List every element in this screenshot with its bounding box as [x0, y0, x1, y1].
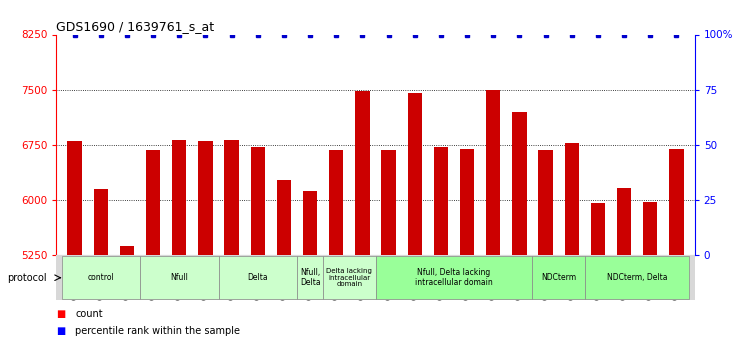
Bar — [408, 93, 422, 345]
Bar — [669, 149, 683, 345]
Text: NDCterm: NDCterm — [541, 273, 576, 282]
Text: NDCterm, Delta: NDCterm, Delta — [607, 273, 668, 282]
Bar — [585, 256, 689, 299]
Text: Nfull, Delta lacking
intracellular domain: Nfull, Delta lacking intracellular domai… — [415, 268, 493, 287]
Text: Nfull: Nfull — [170, 273, 189, 282]
Text: count: count — [75, 309, 103, 319]
Bar — [276, 180, 291, 345]
Bar — [62, 256, 140, 299]
Bar — [225, 140, 239, 345]
Bar — [329, 150, 343, 345]
Bar — [198, 141, 213, 345]
Bar — [486, 90, 500, 345]
Bar — [251, 147, 265, 345]
Bar — [219, 256, 297, 299]
Text: percentile rank within the sample: percentile rank within the sample — [75, 326, 240, 336]
Bar — [355, 91, 369, 345]
Bar — [434, 147, 448, 345]
Bar — [172, 140, 186, 345]
Bar — [591, 203, 605, 345]
Bar — [460, 149, 475, 345]
Bar — [382, 150, 396, 345]
Bar — [643, 202, 657, 345]
Bar — [303, 190, 317, 345]
Bar — [532, 256, 585, 299]
Text: Nfull,
Delta: Nfull, Delta — [300, 268, 321, 287]
Bar — [617, 188, 632, 345]
Bar — [94, 189, 108, 345]
Bar — [146, 150, 160, 345]
Text: control: control — [87, 273, 114, 282]
Text: Delta lacking
intracellular
domain: Delta lacking intracellular domain — [327, 268, 372, 287]
Bar — [140, 256, 219, 299]
Text: ■: ■ — [56, 309, 65, 319]
Text: ■: ■ — [56, 326, 65, 336]
Bar — [538, 150, 553, 345]
Bar — [297, 256, 323, 299]
Text: Delta: Delta — [248, 273, 268, 282]
Text: protocol: protocol — [8, 273, 47, 283]
Bar — [323, 256, 376, 299]
Bar — [565, 143, 579, 345]
Bar — [512, 112, 526, 345]
Bar — [376, 256, 532, 299]
Text: GDS1690 / 1639761_s_at: GDS1690 / 1639761_s_at — [56, 20, 215, 33]
Bar — [68, 141, 82, 345]
Bar — [119, 246, 134, 345]
